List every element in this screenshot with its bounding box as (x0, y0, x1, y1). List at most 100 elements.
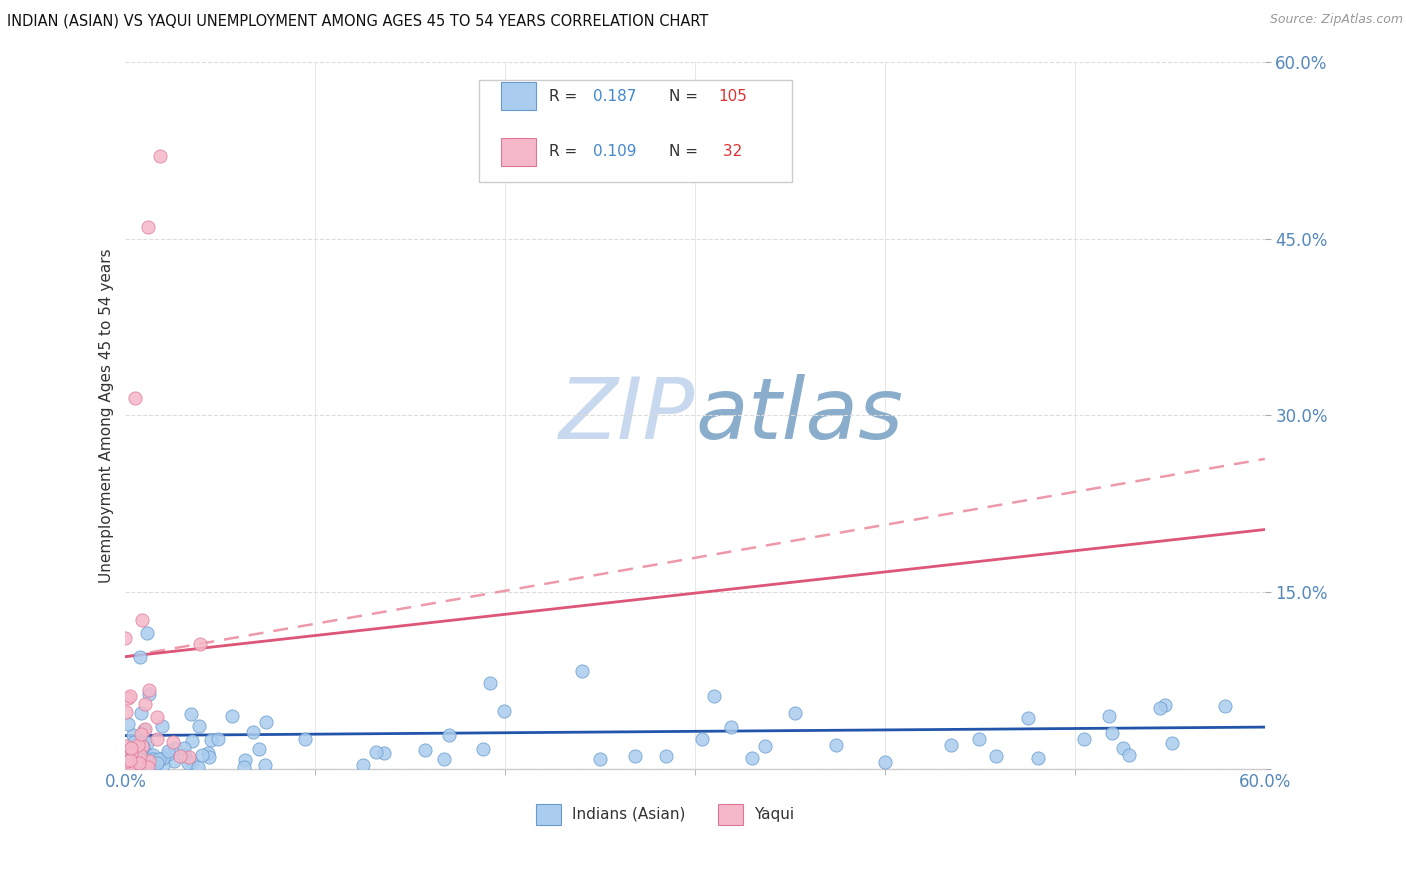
Text: 0.109: 0.109 (592, 145, 636, 160)
Point (129, 706, 152, 721)
Point (141, 751, 163, 765)
Point (156, 747, 179, 762)
Point (176, 756, 198, 770)
Point (690, 731, 713, 746)
Point (198, 749, 221, 764)
Point (124, 391, 146, 405)
Point (254, 758, 277, 772)
Point (138, 687, 160, 701)
Point (127, 738, 149, 752)
Point (754, 739, 776, 754)
Point (117, 759, 139, 773)
Text: 105: 105 (718, 88, 747, 103)
Point (122, 742, 145, 756)
Point (128, 751, 150, 765)
Point (941, 738, 963, 752)
Point (120, 740, 142, 755)
Point (128, 749, 150, 764)
Point (181, 755, 204, 769)
Point (1154, 698, 1177, 713)
Text: Indians (Asian): Indians (Asian) (572, 807, 686, 822)
Point (118, 741, 141, 756)
Point (294, 732, 316, 747)
Point (131, 739, 153, 753)
Point (180, 734, 202, 748)
Point (141, 753, 163, 767)
Point (873, 756, 896, 770)
Point (136, 760, 159, 774)
Point (233, 754, 256, 768)
Point (117, 760, 139, 774)
Point (129, 754, 152, 768)
Point (118, 760, 141, 774)
Point (120, 690, 142, 704)
Point (247, 742, 270, 756)
Point (188, 719, 211, 733)
FancyBboxPatch shape (502, 137, 536, 166)
Point (122, 734, 145, 748)
Text: Yaqui: Yaqui (755, 807, 794, 822)
Text: R =: R = (550, 145, 582, 160)
Text: ZIP: ZIP (560, 374, 695, 457)
Point (127, 755, 149, 769)
Point (120, 760, 142, 774)
Point (152, 718, 174, 732)
Point (174, 749, 197, 764)
Point (720, 720, 742, 734)
Point (1160, 736, 1182, 750)
Text: 0.187: 0.187 (592, 88, 636, 103)
Point (138, 754, 160, 768)
FancyBboxPatch shape (478, 79, 792, 182)
Point (1118, 748, 1140, 763)
Point (169, 748, 191, 763)
Point (492, 704, 515, 718)
Point (624, 749, 647, 764)
Point (118, 755, 141, 769)
Point (1098, 709, 1121, 723)
Point (1101, 726, 1123, 740)
Point (134, 722, 156, 736)
Point (122, 728, 145, 742)
Point (471, 742, 494, 756)
Point (1017, 711, 1039, 725)
Point (117, 754, 139, 768)
Point (415, 743, 437, 757)
Point (352, 758, 374, 772)
Point (128, 650, 150, 665)
Point (124, 756, 146, 770)
Point (142, 752, 165, 766)
Point (115, 755, 138, 769)
Text: 32: 32 (718, 145, 742, 160)
Point (703, 689, 725, 703)
Point (479, 676, 502, 690)
Point (967, 731, 990, 746)
Point (1112, 741, 1135, 756)
Text: N =: N = (669, 88, 703, 103)
Point (136, 626, 159, 640)
Point (121, 760, 143, 774)
Point (187, 760, 209, 774)
Text: atlas: atlas (695, 374, 903, 457)
Point (129, 748, 152, 763)
Point (242, 724, 264, 739)
Point (114, 705, 136, 719)
Point (1073, 731, 1095, 746)
Point (132, 739, 155, 754)
Point (121, 758, 143, 772)
Point (191, 748, 214, 763)
Point (134, 723, 156, 737)
Point (373, 747, 395, 761)
Point (146, 756, 169, 770)
Text: N =: N = (669, 145, 703, 160)
Text: INDIAN (ASIAN) VS YAQUI UNEMPLOYMENT AMONG AGES 45 TO 54 YEARS CORRELATION CHART: INDIAN (ASIAN) VS YAQUI UNEMPLOYMENT AMO… (7, 13, 709, 29)
Point (132, 754, 155, 768)
Point (163, 755, 186, 769)
Point (117, 752, 139, 766)
Point (131, 613, 153, 627)
Point (135, 758, 157, 772)
Point (128, 757, 150, 772)
Point (141, 760, 163, 774)
Point (142, 756, 165, 770)
Point (148, 752, 170, 766)
Point (136, 736, 159, 750)
